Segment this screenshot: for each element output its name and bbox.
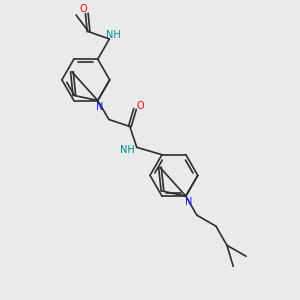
Text: N: N bbox=[184, 197, 192, 207]
Text: NH: NH bbox=[106, 30, 120, 40]
Text: NH: NH bbox=[121, 145, 135, 155]
Text: N: N bbox=[96, 102, 104, 112]
Text: O: O bbox=[80, 4, 87, 14]
Text: O: O bbox=[137, 101, 144, 111]
